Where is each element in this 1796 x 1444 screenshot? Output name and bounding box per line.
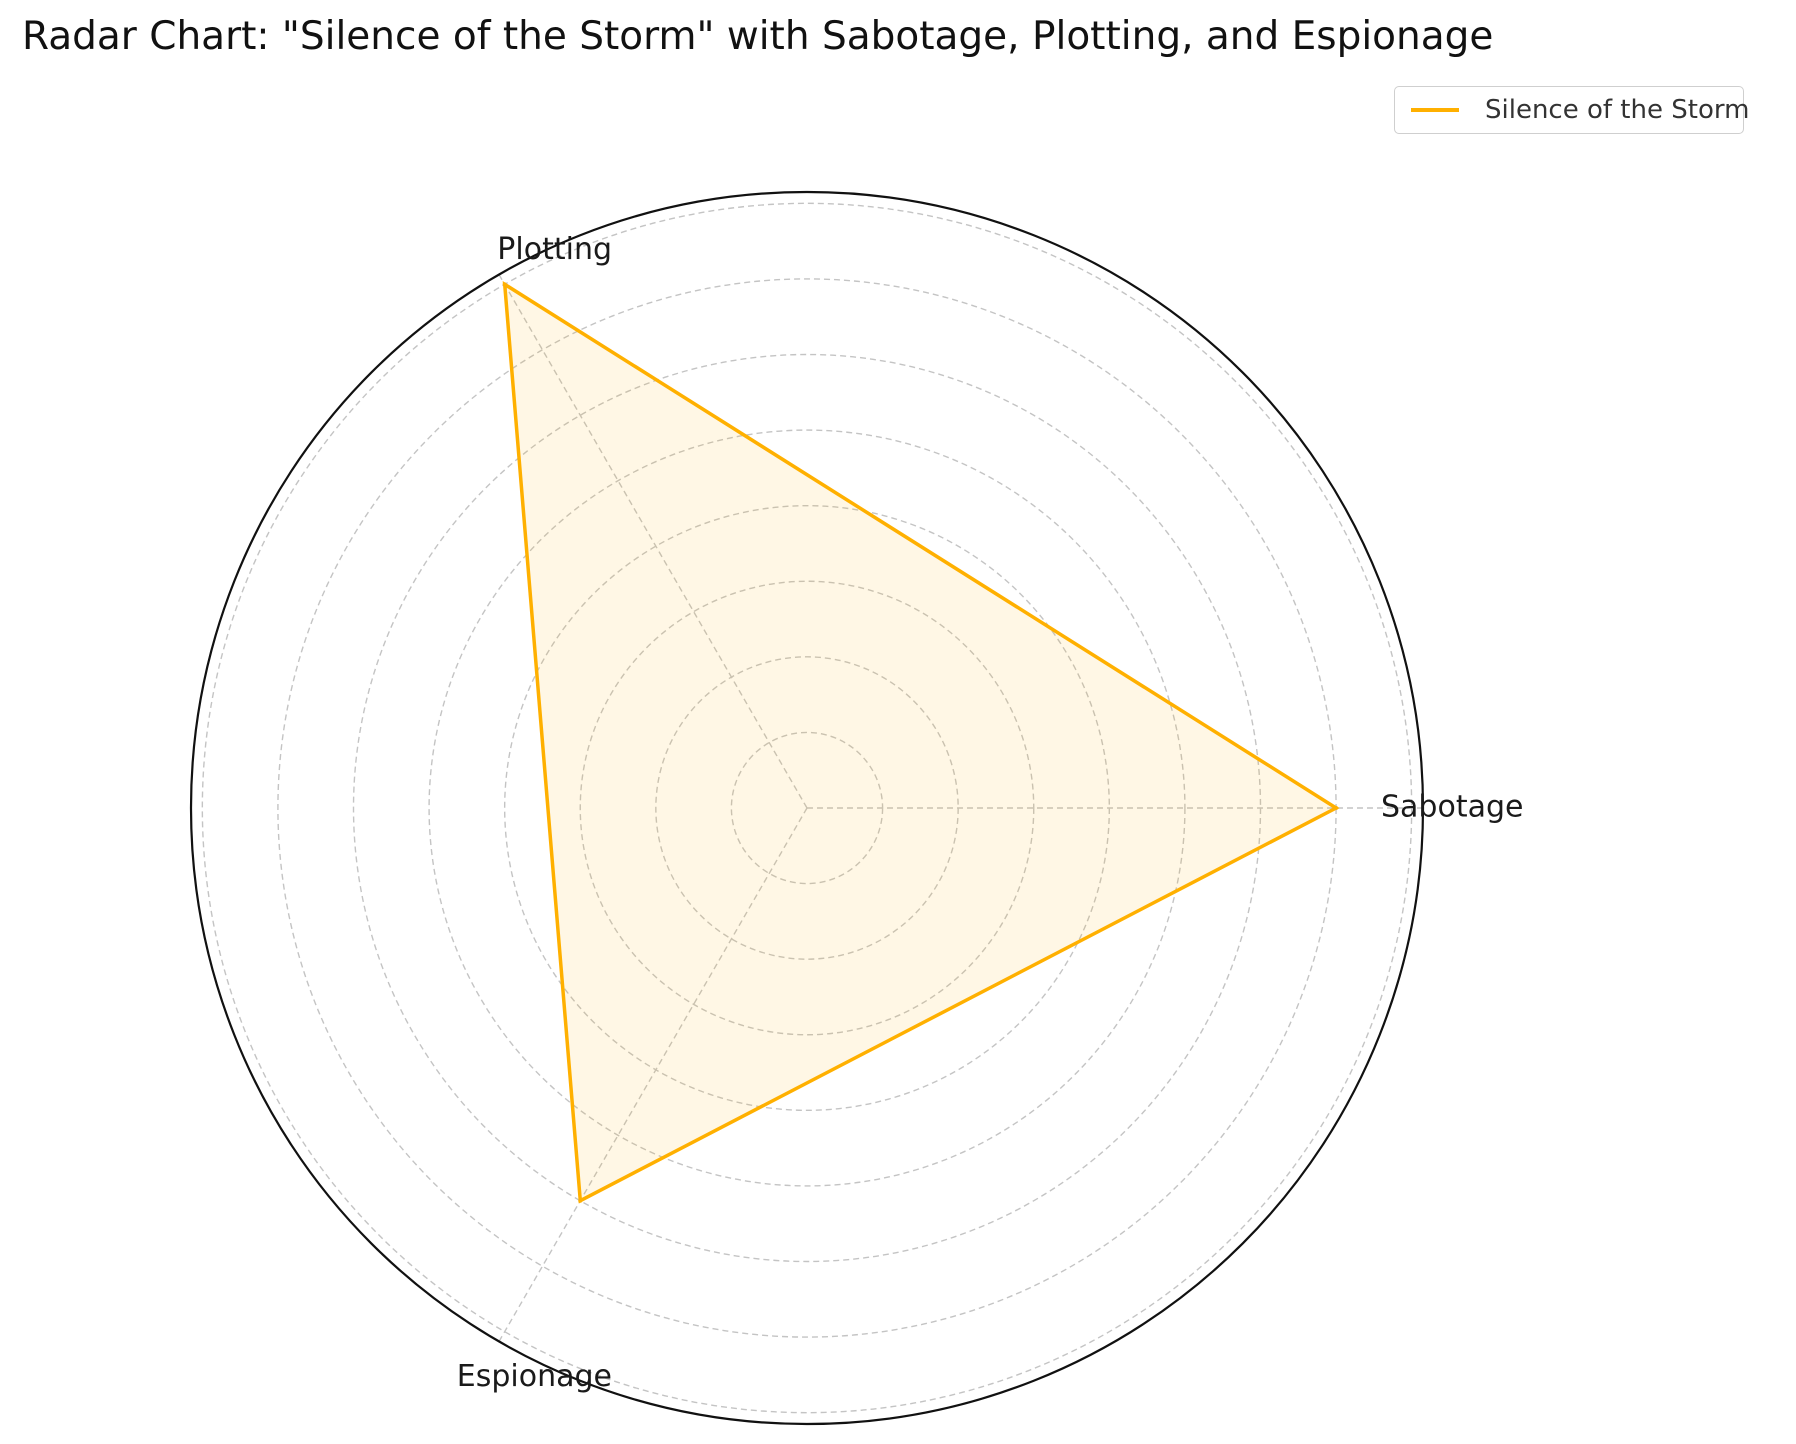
legend: Silence of the Storm [1394, 86, 1749, 134]
axis-label-plotting: Plotting [497, 232, 612, 267]
spoke-espionage [498, 807, 808, 1342]
legend-label-silence-of-the-storm: Silence of the Storm [1485, 95, 1750, 125]
data-point-sabotage [1334, 806, 1339, 810]
spoke-plotting [498, 274, 808, 809]
series-area-silence-of-the-storm [504, 284, 1337, 1201]
grid-ring-5 [428, 429, 1186, 1187]
axis-label-sabotage: Sabotage [1381, 790, 1523, 825]
radar-axis-labels: Sabotage Plotting Espionage [457, 232, 1524, 1394]
grid-ring-3 [579, 580, 1035, 1036]
chart-title: Radar Chart: "Silence of the Storm" with… [22, 14, 1494, 59]
series-line-silence-of-the-storm [502, 280, 1340, 1204]
data-point-plotting [502, 282, 507, 287]
axis-label-espionage: Espionage [457, 1359, 612, 1394]
legend-swatch-silence-of-the-storm [1411, 108, 1459, 112]
radar-spokes [498, 274, 1423, 1342]
data-point-espionage [578, 1198, 583, 1203]
radar-outer-frame [189, 190, 1425, 1426]
radar-series [502, 280, 1340, 1204]
